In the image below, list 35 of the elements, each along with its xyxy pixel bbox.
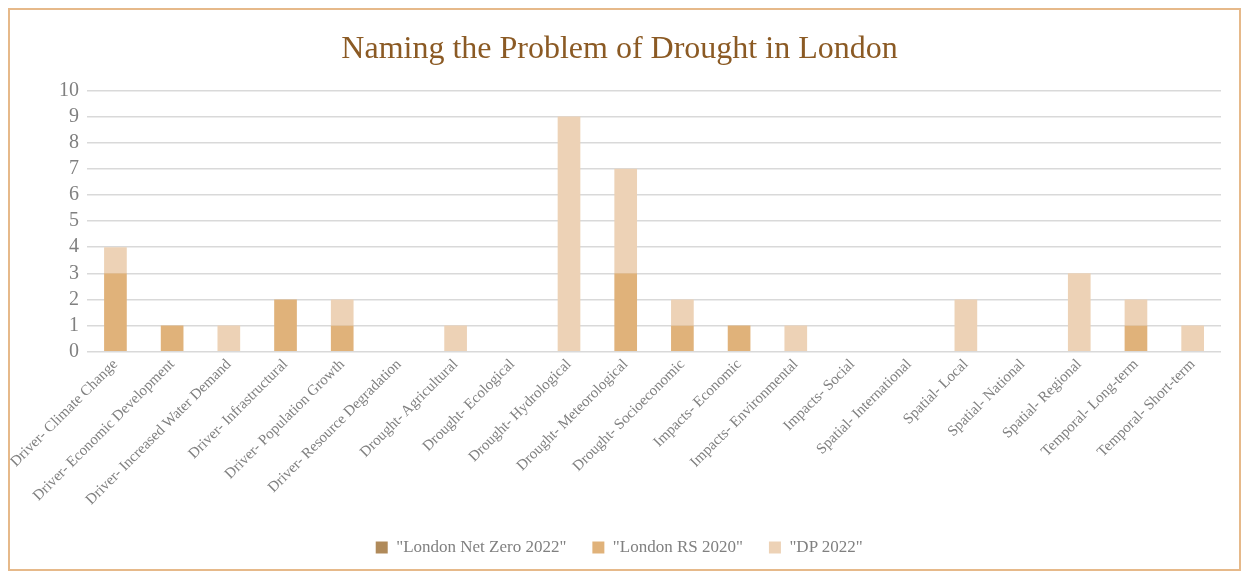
bar bbox=[614, 273, 638, 351]
bar bbox=[784, 325, 808, 351]
y-tick-label: 5 bbox=[69, 208, 80, 231]
y-tick-label: 8 bbox=[69, 129, 80, 152]
bar bbox=[671, 299, 694, 326]
bar bbox=[330, 325, 354, 351]
y-tick-label: 2 bbox=[69, 286, 80, 309]
bar bbox=[954, 299, 978, 351]
y-tick-label: 6 bbox=[69, 182, 80, 205]
bar bbox=[614, 168, 638, 274]
bar bbox=[1181, 325, 1204, 351]
y-tick-label: 7 bbox=[69, 156, 80, 179]
bar bbox=[444, 325, 467, 351]
bar bbox=[104, 247, 127, 274]
y-tick-label: 1 bbox=[69, 312, 80, 335]
bar bbox=[274, 299, 297, 351]
y-tick-label: 4 bbox=[69, 234, 80, 257]
y-tick-label: 9 bbox=[69, 103, 80, 126]
bar bbox=[217, 325, 241, 351]
bar bbox=[1124, 299, 1148, 326]
bar bbox=[104, 273, 127, 351]
legend-label: "London RS 2020" bbox=[612, 536, 743, 556]
legend-label: "DP 2022" bbox=[789, 536, 863, 556]
y-tick-label: 10 bbox=[59, 77, 80, 100]
bar bbox=[1124, 325, 1148, 351]
bar bbox=[671, 325, 694, 351]
bar bbox=[1067, 273, 1091, 351]
bar bbox=[330, 299, 354, 326]
y-tick-label: 3 bbox=[69, 260, 80, 283]
y-tick-label: 0 bbox=[69, 338, 80, 361]
bar bbox=[160, 325, 184, 351]
bar bbox=[727, 325, 751, 351]
legend-label: "London Net Zero 2022" bbox=[396, 536, 567, 556]
chart-title: Naming the Problem of Drought in London bbox=[341, 28, 898, 65]
bar bbox=[557, 116, 581, 351]
